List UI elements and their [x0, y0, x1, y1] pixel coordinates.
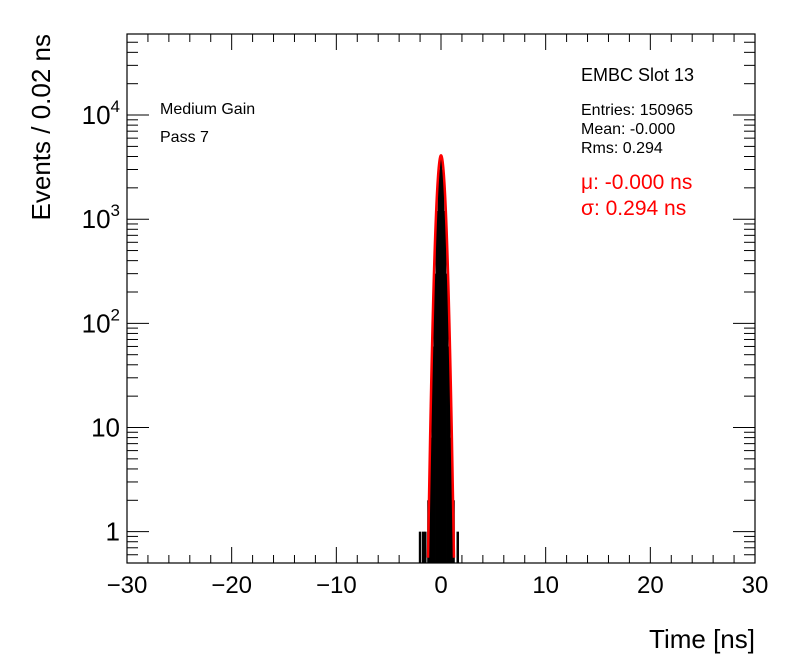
y-axis-label: Events / 0.02 ns	[26, 34, 56, 220]
x-tick-label: −30	[107, 572, 148, 599]
y-tick-label: 103	[82, 201, 120, 234]
x-tick-label: 0	[434, 572, 447, 599]
axis-ticks	[126, 33, 756, 564]
stats-mean: Mean: -0.000	[581, 121, 675, 138]
fit-sigma-label: σ: 0.294 ns	[581, 197, 686, 220]
x-tick-label: 20	[637, 572, 664, 599]
y-tick-label: 104	[82, 97, 120, 130]
fit-mu-label: μ: -0.000 ns	[581, 171, 692, 194]
x-tick-label: −20	[211, 572, 252, 599]
x-axis-label: Time [ns]	[649, 624, 755, 654]
y-tick-label: 1	[106, 517, 120, 547]
gaussian-fit-curve	[426, 153, 456, 558]
gain-label: Medium Gain	[160, 101, 255, 118]
x-tick-label: 30	[742, 572, 769, 599]
y-tick-label: 102	[82, 305, 120, 338]
pass-label: Pass 7	[160, 129, 209, 146]
y-tick-label: 10	[91, 412, 120, 442]
stats-rms: Rms: 0.294	[581, 140, 663, 157]
y-tick-labels: 1 10 102 103 104	[82, 97, 120, 547]
stats-entries: Entries: 150965	[581, 102, 693, 119]
stats-title: EMBC Slot 13	[581, 65, 694, 85]
x-tick-label: 10	[532, 572, 559, 599]
x-tick-label: −10	[316, 572, 357, 599]
histogram-bars	[418, 156, 459, 563]
x-tick-labels: −30 −20 −10 0 10 20 30	[107, 572, 769, 599]
